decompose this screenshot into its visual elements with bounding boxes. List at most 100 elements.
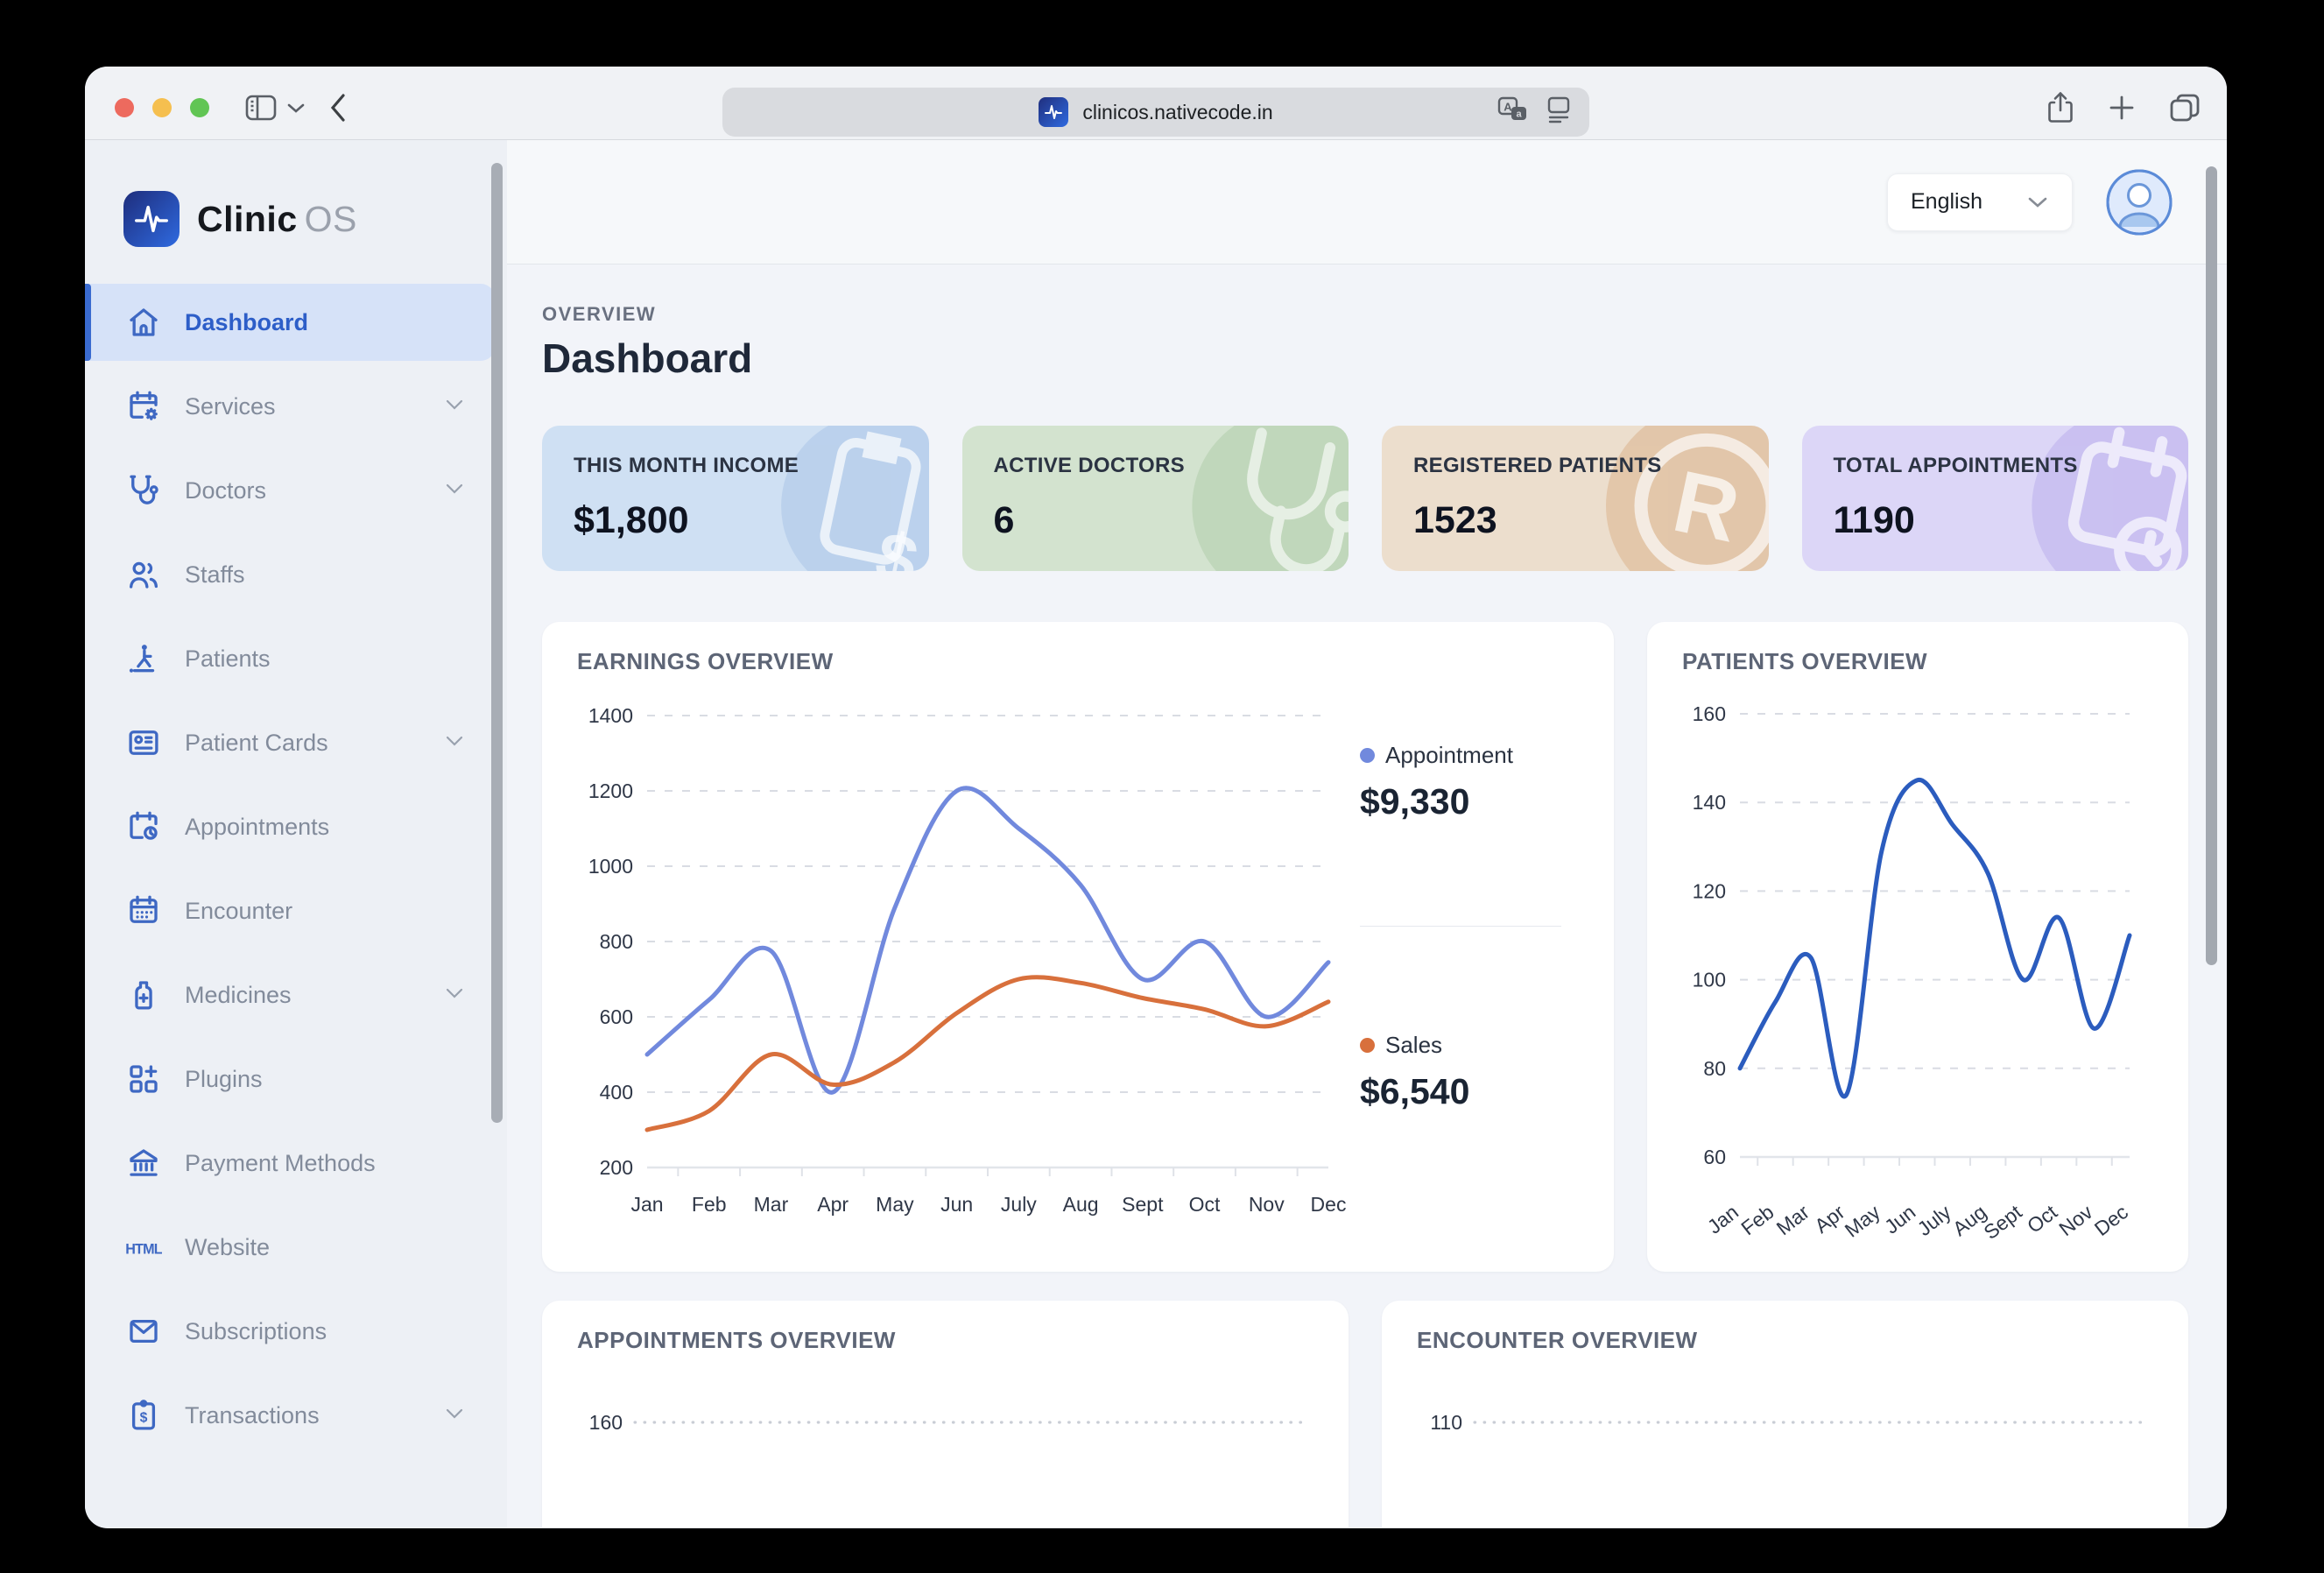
new-tab-icon[interactable]	[2108, 94, 2136, 122]
stat-value: $1,800	[574, 499, 689, 541]
sidebar-item-dashboard[interactable]: Dashboard	[85, 284, 495, 361]
reader-view-icon[interactable]	[1546, 95, 1572, 130]
svg-text:Nov: Nov	[1249, 1193, 1285, 1216]
appointment-legend-dot	[1360, 748, 1375, 763]
back-icon[interactable]	[328, 92, 348, 123]
svg-text:July: July	[1001, 1193, 1037, 1216]
patients-chart: 60 80 100 120 140 160 JanFebMarAprMayJunJulyAu…	[1693, 702, 2132, 1244]
sidebar-item-medicines[interactable]: Medicines	[85, 956, 507, 1033]
sidebar-item-appointments[interactable]: Appointments	[85, 788, 507, 865]
svg-text:400: 400	[600, 1081, 633, 1104]
clipboard-dollar-icon: $	[723, 426, 929, 571]
sidebar-item-label: Website	[185, 1233, 271, 1260]
sidebar-nav: Dashboard Services	[85, 284, 507, 1454]
mail-icon	[125, 1313, 162, 1350]
sidebar-item-label: Plugins	[185, 1065, 263, 1092]
svg-text:Dec: Dec	[2090, 1200, 2132, 1240]
sidebar-item-label: Patients	[185, 645, 271, 672]
translate-icon[interactable]: A a	[1497, 95, 1530, 130]
svg-text:May: May	[876, 1193, 914, 1216]
stat-value: 6	[993, 499, 1015, 541]
svg-text:1000: 1000	[588, 855, 633, 878]
sidebar-item-website[interactable]: HTML Website	[85, 1209, 507, 1286]
brand-secondary: OS	[304, 198, 357, 239]
svg-text:Jun: Jun	[1880, 1200, 1919, 1238]
stethoscope-icon	[125, 472, 162, 509]
svg-text:800: 800	[600, 930, 633, 953]
svg-text:Aug: Aug	[1063, 1193, 1099, 1216]
address-bar[interactable]: clinicos.nativecode.in A a	[722, 88, 1589, 137]
sidebar-scrollbar[interactable]	[491, 163, 503, 1123]
chevron-down-icon[interactable]	[286, 102, 306, 114]
stat-label: TOTAL APPOINTMENTS	[1833, 454, 2078, 477]
sidebar-item-staffs[interactable]: Staffs	[85, 536, 507, 613]
svg-text:May: May	[1841, 1200, 1885, 1241]
svg-text:Oct: Oct	[2023, 1200, 2062, 1238]
sidebar-item-services[interactable]: Services	[85, 368, 507, 445]
encounter-chart: 110	[1430, 1411, 2148, 1434]
sidebar-item-patients[interactable]: Patients	[85, 620, 507, 697]
svg-text:Oct: Oct	[1189, 1193, 1221, 1216]
sidebar-item-patient-cards[interactable]: Patient Cards	[85, 704, 507, 781]
bank-icon	[125, 1145, 162, 1182]
sidebar-item-doctors[interactable]: Doctors	[85, 452, 507, 529]
svg-text:Dec: Dec	[1311, 1193, 1347, 1216]
zoom-window-button[interactable]	[190, 97, 209, 117]
patient-walk-icon	[125, 640, 162, 677]
svg-text:Jun: Jun	[940, 1193, 973, 1216]
brand-primary: Clinic	[197, 198, 298, 239]
svg-text:110: 110	[1430, 1411, 1462, 1434]
sidebar-item-payment-methods[interactable]: Payment Methods	[85, 1125, 507, 1202]
plugins-icon	[125, 1061, 162, 1097]
stat-label: REGISTERED PATIENTS	[1413, 454, 1662, 477]
svg-text:Mar: Mar	[1772, 1200, 1813, 1239]
page-scrollbar[interactable]	[2206, 166, 2217, 965]
chevron-down-icon	[444, 735, 465, 751]
tab-overview-icon[interactable]	[2169, 93, 2201, 123]
url-text: clinicos.nativecode.in	[1082, 100, 1273, 123]
earnings-chart: 200 400 600 800 1000 1200 1400 Jan Feb Mar Apr May J…	[588, 704, 1347, 1216]
svg-text:Mar: Mar	[754, 1193, 789, 1216]
users-icon	[125, 556, 162, 593]
svg-text:A: A	[1504, 100, 1512, 113]
svg-text:Feb: Feb	[692, 1193, 727, 1216]
stethoscope-icon	[1133, 426, 1349, 571]
browser-toolbar: clinicos.nativecode.in A a	[85, 67, 2227, 140]
sales-legend-label: Sales	[1385, 1032, 1443, 1058]
sidebar-item-label: Payment Methods	[185, 1149, 376, 1176]
browser-window: clinicos.nativecode.in A a	[85, 67, 2227, 1528]
avatar[interactable]	[2106, 169, 2173, 236]
chevron-down-icon	[2028, 197, 2047, 208]
clinicos-logo: Clinic OS	[123, 191, 507, 247]
html-icon: HTML	[125, 1229, 162, 1266]
traffic-lights	[115, 97, 209, 117]
sidebar: Clinic OS Dashboard	[85, 140, 507, 1527]
calendar-dots-icon	[125, 892, 162, 929]
svg-text:1400: 1400	[588, 704, 633, 727]
sidebar-item-encounter[interactable]: Encounter	[85, 872, 507, 949]
svg-text:Aug: Aug	[1948, 1200, 1990, 1240]
close-window-button[interactable]	[115, 97, 134, 117]
sidebar-item-label: Doctors	[185, 476, 267, 504]
svg-text:140: 140	[1693, 791, 1726, 814]
svg-text:$: $	[140, 1410, 148, 1425]
svg-text:Apr: Apr	[817, 1193, 849, 1216]
sidebar-toggle-icon[interactable]	[244, 94, 278, 122]
sidebar-item-transactions[interactable]: $ Transactions	[85, 1377, 507, 1454]
svg-text:120: 120	[1693, 879, 1726, 902]
share-icon[interactable]	[2046, 91, 2074, 124]
section-label: OVERVIEW	[542, 303, 657, 325]
sidebar-item-plugins[interactable]: Plugins	[85, 1040, 507, 1118]
earnings-overview-card: EARNINGS OVERVIEW 200 400 600 800 1000 1200 14…	[542, 622, 1614, 1272]
encounter-overview-title: ENCOUNTER OVERVIEW	[1417, 1327, 1698, 1353]
stat-card-active-doctors: ACTIVE DOCTORS 6	[961, 426, 1349, 571]
svg-text:Feb: Feb	[1736, 1200, 1778, 1239]
sidebar-item-subscriptions[interactable]: Subscriptions	[85, 1293, 507, 1370]
svg-text:200: 200	[600, 1156, 633, 1179]
stat-card-total-appointments: TOTAL APPOINTMENTS 1190	[1801, 426, 2188, 571]
language-select[interactable]: English	[1887, 173, 2073, 231]
clipboard-dollar-icon: $	[125, 1397, 162, 1434]
svg-text:100: 100	[1693, 969, 1726, 991]
minimize-window-button[interactable]	[152, 97, 172, 117]
calendar-gear-icon	[125, 388, 162, 425]
